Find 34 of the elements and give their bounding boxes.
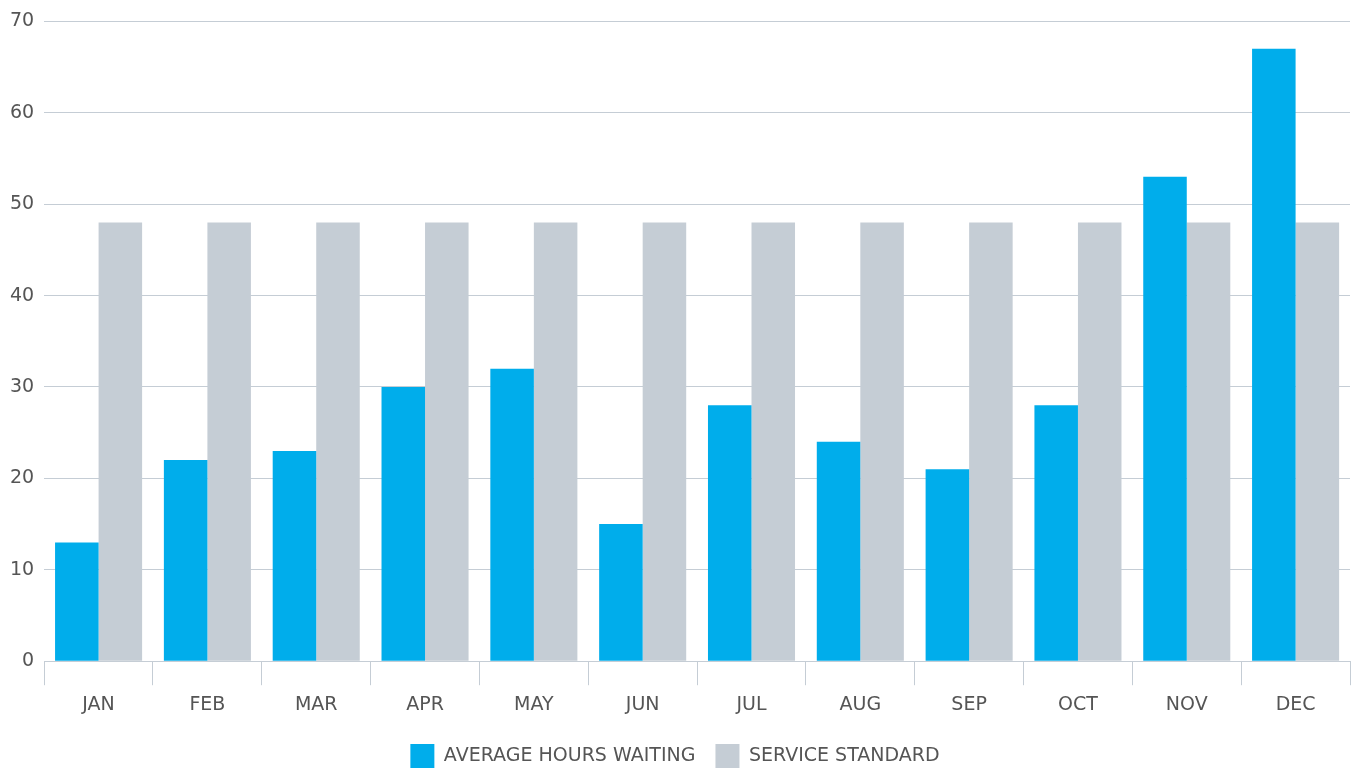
x-tick-label: JAN xyxy=(81,691,115,714)
x-tick-label: JUN xyxy=(624,691,660,714)
legend-label: AVERAGE HOURS WAITING xyxy=(443,742,696,765)
bar xyxy=(1143,176,1187,661)
bar xyxy=(707,405,752,661)
bar xyxy=(816,441,861,661)
bar xyxy=(599,524,643,661)
bar xyxy=(163,460,208,661)
bar xyxy=(381,387,426,661)
y-tick-label: 60 xyxy=(9,99,35,122)
bar xyxy=(272,450,317,661)
y-tick-label: 70 xyxy=(9,8,35,31)
x-tick-label: MAR xyxy=(294,691,338,714)
x-tick-label: AUG xyxy=(839,691,882,714)
bar xyxy=(1252,48,1296,661)
y-tick-label: 30 xyxy=(9,373,35,396)
x-tick-label: SEP xyxy=(951,691,987,714)
y-tick-label: 10 xyxy=(9,556,35,579)
x-tick-label: FEB xyxy=(189,691,226,714)
y-tick-label: 0 xyxy=(22,648,35,671)
x-tick-label: MAY xyxy=(514,691,555,714)
legend-label: SERVICE STANDARD xyxy=(748,742,940,765)
x-tick-label: JUL xyxy=(735,691,767,714)
x-tick-label: OCT xyxy=(1058,691,1099,714)
bar xyxy=(1034,405,1078,661)
y-tick-label: 20 xyxy=(9,465,35,488)
y-tick-label: 40 xyxy=(9,282,35,305)
x-tick-label: DEC xyxy=(1275,691,1316,714)
bar xyxy=(925,469,970,661)
x-tick-label: NOV xyxy=(1165,691,1208,714)
bar xyxy=(55,542,99,661)
x-tick-label: APR xyxy=(406,691,444,714)
bar xyxy=(490,368,534,661)
y-tick-label: 50 xyxy=(9,191,35,214)
